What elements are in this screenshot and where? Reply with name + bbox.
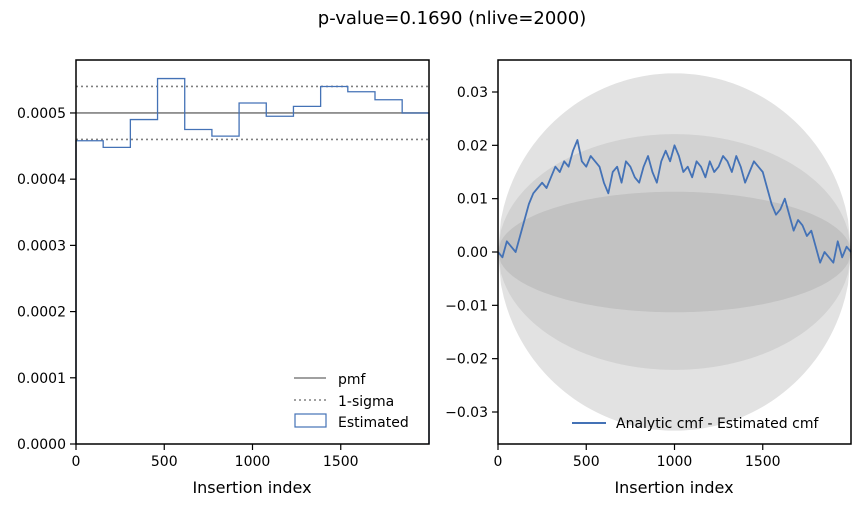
y-tick-label: 0.0003 (17, 238, 66, 254)
left-axes-frame (75, 59, 430, 445)
right-axes-frame (497, 59, 852, 445)
figure-title: p-value=0.1690 (nlive=2000) (318, 8, 586, 29)
legend-estimated-label: Estimated (338, 415, 409, 431)
y-tick-label: −0.01 (445, 298, 488, 314)
estimated-step-histogram (75, 77, 430, 444)
cmf-difference-line (497, 139, 852, 264)
y-tick-label: −0.03 (445, 405, 488, 421)
y-tick-label: 0.0000 (17, 437, 66, 453)
left-x-axis-label: Insertion index (192, 478, 311, 497)
legend-pmf-label: pmf (338, 372, 367, 388)
x-tick-label: 500 (151, 454, 178, 470)
y-tick-label: 0.00 (457, 245, 488, 261)
legend-sigma-label: 1-sigma (338, 394, 394, 410)
y-tick-label: 0.03 (457, 85, 488, 101)
legend-cmf-label: Analytic cmf - Estimated cmf (616, 416, 819, 432)
x-tick-label: 0 (72, 454, 81, 470)
y-tick-label: 0.0005 (17, 106, 66, 122)
sigma-band-inner (498, 191, 851, 313)
x-tick-label: 1000 (235, 454, 271, 470)
left-panel-histogram: 0 500 1000 1500 0.0000 0.0001 0.0002 0.0003 0.00… (17, 59, 430, 497)
y-tick-label: 0.0004 (17, 172, 66, 188)
legend-estimated-swatch (294, 413, 327, 428)
right-panel-cmf-difference: 0 500 1000 1500 0.03 0.02 0.01 0.00 −0.01 −0.02 −0… (445, 59, 852, 497)
left-legend: pmf 1-sigma Estimated (294, 372, 409, 431)
x-tick-label: 500 (573, 454, 600, 470)
x-tick-label: 1000 (657, 454, 693, 470)
y-tick-label: 0.02 (457, 138, 488, 154)
x-tick-label: 1500 (323, 454, 359, 470)
y-tick-label: 0.0001 (17, 371, 66, 387)
y-tick-label: −0.02 (445, 352, 488, 368)
y-tick-label: 0.01 (457, 192, 488, 208)
x-tick-label: 0 (494, 454, 503, 470)
x-tick-label: 1500 (745, 454, 781, 470)
right-legend: Analytic cmf - Estimated cmf (572, 416, 819, 432)
right-x-axis-label: Insertion index (614, 478, 733, 497)
y-tick-label: 0.0002 (17, 305, 66, 321)
